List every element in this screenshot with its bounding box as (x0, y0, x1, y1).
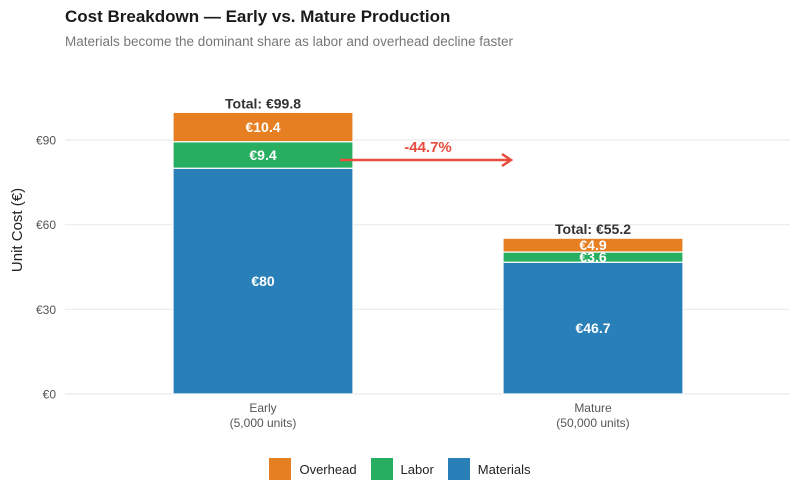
bar-value-label: €3.6 (579, 249, 606, 265)
legend-label: Labor (400, 461, 434, 477)
y-tick-label: €30 (36, 303, 56, 317)
bar-value-label: €46.7 (575, 320, 610, 336)
x-tick-label: Early (249, 401, 276, 415)
bar-labor (172, 141, 354, 169)
bar-value-label: €80 (251, 273, 275, 289)
bar-value-label: €4.9 (579, 237, 606, 253)
change-annotation: -44.7% (404, 139, 452, 156)
legend-label: Materials (477, 461, 531, 477)
x-tick-label: Mature (574, 401, 612, 415)
legend-item-labor: Labor (370, 458, 434, 480)
legend-label: Overhead (299, 461, 357, 477)
arrowhead-icon (501, 152, 514, 168)
bar-materials (502, 261, 684, 395)
y-tick-label: €60 (36, 218, 56, 232)
chart-subtitle: Materials become the dominant share as l… (65, 34, 514, 49)
y-axis-label: Unit Cost (€) (9, 188, 26, 272)
y-tick-label: €0 (43, 388, 57, 402)
bar-overhead (502, 237, 684, 253)
bar-value-label: €9.4 (249, 147, 276, 163)
chart-title: Cost Breakdown — Early vs. Mature Produc… (65, 7, 451, 26)
bar-value-label: €10.4 (245, 119, 280, 135)
x-tick-sublabel: (5,000 units) (230, 416, 297, 430)
legend-swatch (269, 458, 292, 480)
legend-item-materials: Materials (447, 458, 531, 480)
bar-overhead (172, 111, 354, 143)
total-label: Total: €99.8 (225, 95, 301, 111)
x-tick-sublabel: (50,000 units) (556, 416, 629, 430)
y-tick-label: €90 (36, 134, 56, 148)
legend-item-overhead: Overhead (269, 458, 357, 480)
legend-swatch (370, 458, 393, 480)
total-label: Total: €55.2 (555, 221, 631, 237)
legend: Overhead Labor Materials (0, 458, 800, 480)
legend-swatch (447, 458, 470, 480)
